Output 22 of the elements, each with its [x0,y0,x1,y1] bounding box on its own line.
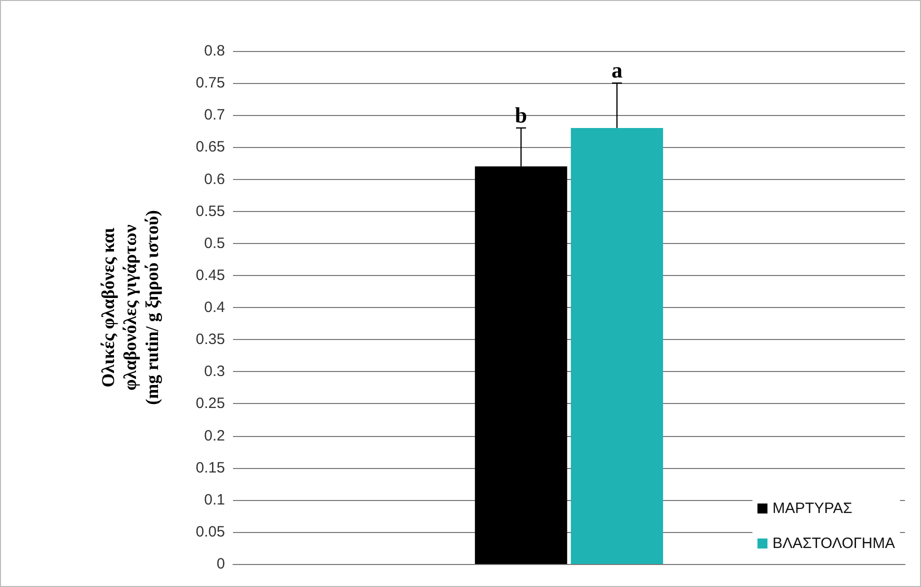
annotation: b [514,102,528,128]
y-tick-label: 0.75 [196,74,225,92]
y-tick-label: 0.8 [204,42,225,60]
y-tick-label: 0.6 [204,170,225,188]
y-tick-label: 0.3 [204,363,225,380]
y-tick-label: 0 [216,556,225,572]
y-tick-label: 0.5 [204,234,225,252]
y-tick-label: 0.55 [196,202,225,220]
y-tick-label: 0.1 [204,491,225,508]
y-tick-label: 0.65 [196,138,225,156]
legend-label: ΒΛΑΣΤΟΛΟΓΗΜΑ [772,535,896,552]
y-tick-label: 0.25 [196,395,225,412]
y-tick-label: 0.05 [196,523,225,540]
y-tick-label: 0.4 [204,299,225,316]
annotation: a [611,58,622,83]
y-tick-label: 0.7 [204,106,225,124]
y-tick-label: 0.2 [204,427,225,444]
y-tick-label: 0.45 [196,266,225,284]
legend-label: ΜΑΡΤΥΡΑΣ [772,500,852,517]
y-tick-label: 0.15 [196,459,225,476]
y-tick-label: 0.35 [196,331,225,348]
y-axis-title: Ολικές φλαβόνες και φλαβονόλες γιγάρτων (mg rutin/ g ξηρού ιστού) [98,210,162,405]
